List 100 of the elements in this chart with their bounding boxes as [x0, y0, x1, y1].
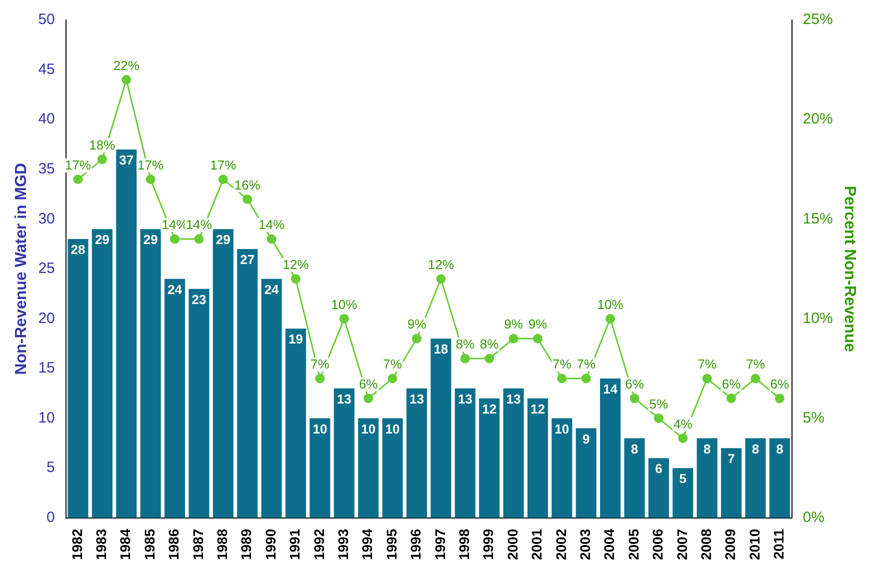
data-label: 7 [728, 451, 735, 466]
bar [648, 458, 669, 518]
y2-tick-label: 0% [802, 508, 824, 526]
data-label: 12% [428, 256, 454, 272]
data-label: 7% [698, 356, 717, 372]
y-tick-label: 5 [46, 459, 55, 476]
bar [696, 438, 718, 518]
point [339, 314, 349, 324]
bar [624, 438, 645, 518]
bar [721, 448, 742, 518]
point [146, 174, 156, 184]
data-label: 6% [722, 376, 742, 392]
data-label: 19 [288, 332, 303, 347]
data-label: 4% [673, 416, 693, 432]
x-tick-label: 2003 [576, 528, 593, 560]
data-label: 8% [480, 336, 500, 352]
y-tick-label: 15 [38, 360, 55, 377]
point [702, 374, 712, 384]
y2-axis-title: Percent Non-Revenue [840, 186, 858, 352]
y2-tick-label: 5% [802, 409, 824, 426]
bar [358, 418, 379, 518]
data-label: 17% [210, 157, 237, 172]
point [194, 234, 204, 244]
data-label: 6 [655, 461, 662, 476]
x-tick-label: 2009 [722, 528, 738, 560]
y2-tick-label: 15% [802, 210, 833, 228]
x-tick-label: 1986 [166, 528, 182, 560]
point [436, 274, 446, 284]
x-tick-label: 2000 [504, 528, 520, 560]
bar [600, 378, 621, 518]
data-label: 24 [168, 282, 183, 297]
data-label: 10 [312, 421, 328, 436]
bar [672, 468, 694, 518]
bar [261, 278, 282, 518]
bar [769, 438, 790, 518]
data-label: 8 [703, 441, 711, 456]
bar [745, 438, 766, 518]
point [774, 394, 784, 404]
bar [454, 388, 476, 518]
bar [576, 428, 596, 518]
x-tick-label: 2008 [698, 528, 714, 560]
y2-tick-label: 10% [802, 310, 833, 327]
point [266, 234, 276, 244]
data-label: 10 [554, 421, 570, 436]
x-tick-label: 1998 [456, 528, 472, 560]
point [581, 374, 591, 384]
data-label: 28 [70, 242, 86, 258]
data-label: 10% [331, 296, 358, 312]
data-label: 12 [530, 401, 545, 416]
data-label: 9% [528, 316, 548, 332]
bar [188, 288, 210, 518]
point [291, 274, 300, 284]
y-tick-label: 30 [38, 210, 55, 228]
data-label: 7% [576, 356, 596, 372]
data-label: 7% [746, 356, 766, 372]
y-tick-label: 20 [38, 310, 55, 327]
bar [503, 388, 524, 518]
data-label: 13 [410, 391, 424, 406]
point [315, 374, 325, 384]
point [122, 74, 132, 84]
x-tick-label: 1987 [190, 528, 206, 560]
point [460, 354, 470, 364]
data-label: 5% [649, 396, 669, 412]
bar [310, 418, 330, 518]
data-label: 22% [113, 58, 140, 73]
x-tick-label: 1983 [93, 528, 110, 560]
data-label: 18 [434, 342, 448, 357]
bar [285, 328, 306, 518]
data-label: 37 [119, 152, 134, 168]
data-label: 13 [336, 391, 352, 406]
y2-tick-label: 20% [802, 110, 833, 128]
data-label: 17% [138, 157, 164, 172]
x-tick-label: 1992 [310, 528, 327, 560]
point [388, 374, 398, 384]
data-label: 14% [186, 217, 212, 232]
data-label: 7% [383, 356, 402, 372]
point [170, 234, 180, 244]
x-tick-label: 2006 [650, 528, 666, 560]
bar [527, 398, 548, 518]
data-label: 29 [216, 232, 230, 248]
data-label: 27 [240, 252, 255, 268]
bar [116, 149, 137, 518]
point [606, 314, 616, 324]
data-label: 12% [282, 256, 310, 272]
data-label: 24 [264, 282, 280, 297]
y2-tick-label: 25% [802, 11, 833, 28]
bar [140, 229, 161, 518]
y-axis-title: Non-Revenue Water in MGD [13, 162, 30, 375]
data-label: 8 [776, 441, 784, 456]
bar [406, 388, 428, 518]
data-label: 12 [482, 401, 497, 416]
data-label: 9 [582, 431, 590, 446]
bar [68, 239, 88, 518]
x-tick-label: 2007 [674, 528, 690, 560]
x-tick-label: 1982 [68, 528, 85, 560]
y-tick-label: 40 [38, 110, 55, 128]
data-label: 6% [358, 376, 378, 392]
point [654, 414, 664, 424]
point [508, 334, 518, 344]
data-label: 9% [504, 316, 524, 332]
